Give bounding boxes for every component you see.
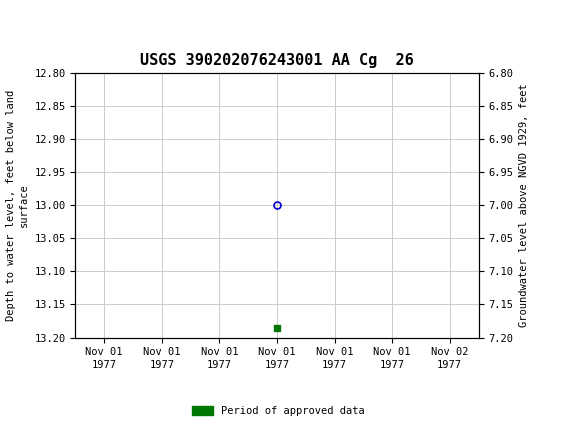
Title: USGS 390202076243001 AA Cg  26: USGS 390202076243001 AA Cg 26 <box>140 53 414 68</box>
Legend: Period of approved data: Period of approved data <box>188 402 369 421</box>
Text: ≡USGS: ≡USGS <box>9 9 68 24</box>
Y-axis label: Groundwater level above NGVD 1929, feet: Groundwater level above NGVD 1929, feet <box>519 83 529 327</box>
Y-axis label: Depth to water level, feet below land
surface: Depth to water level, feet below land su… <box>6 90 29 321</box>
